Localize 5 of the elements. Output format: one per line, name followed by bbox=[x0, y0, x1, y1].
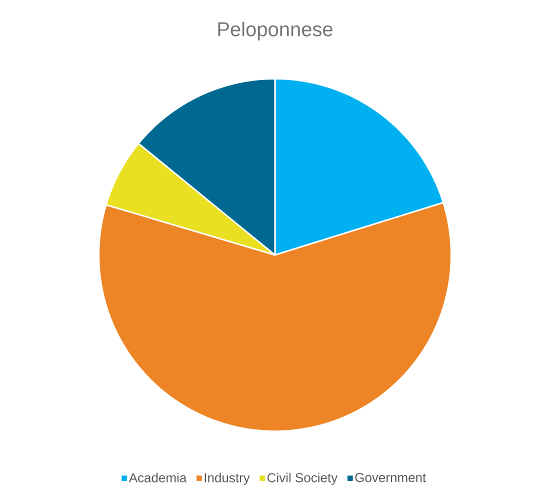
legend-label: Academia bbox=[128, 472, 187, 482]
legend-label: Government bbox=[355, 472, 426, 482]
legend-label: Civil Society bbox=[267, 472, 338, 485]
legend-label: Industry bbox=[204, 472, 250, 485]
chart-title: Peloponnese bbox=[218, 22, 332, 40]
